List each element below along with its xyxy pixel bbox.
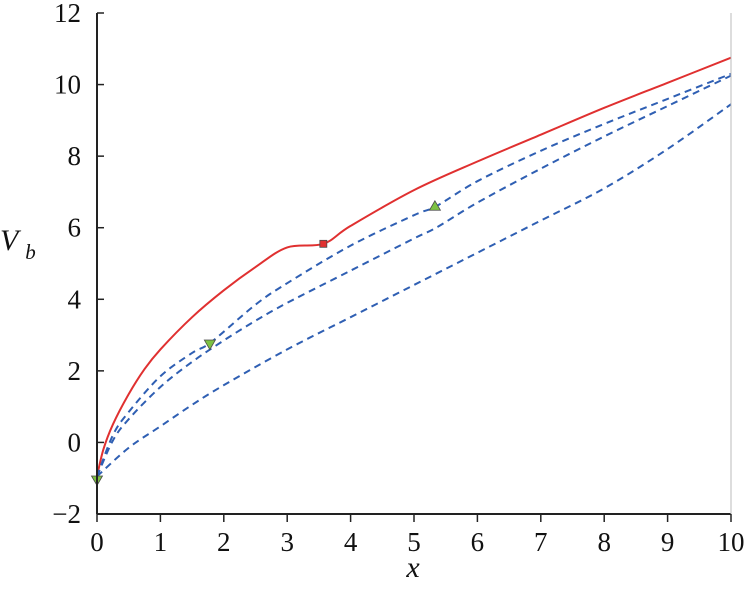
y-tick-label: 8 [68, 141, 82, 171]
x-tick-label: 5 [407, 527, 421, 557]
triangle-up-marker-2 [428, 199, 442, 211]
y-axis-title: V b [0, 224, 36, 264]
dashed-series-line-3 [96, 103, 732, 478]
solid-series-line-0 [96, 56, 732, 477]
x-tick-label: 6 [471, 527, 485, 557]
triangle-down-marker-1 [203, 339, 217, 351]
y-tick-label: 12 [54, 0, 81, 28]
x-axis-title: x [405, 551, 420, 584]
series-layer [96, 56, 732, 478]
labels-layer: x V b [0, 224, 420, 584]
x-tick-label: 4 [344, 527, 358, 557]
y-tick-label: 10 [54, 70, 81, 100]
x-tick-label: 7 [534, 527, 548, 557]
dashed-series-line-1 [96, 72, 732, 477]
x-tick-label: 8 [597, 527, 611, 557]
x-tick-label: 10 [718, 527, 745, 557]
y-axis-title-subscript: b [25, 240, 36, 264]
marker-layer [90, 199, 442, 487]
square-marker-3 [319, 239, 328, 248]
y-tick-label: 0 [68, 427, 82, 457]
y-tick-label: −2 [52, 499, 81, 529]
dashed-series-line-2 [96, 74, 732, 477]
y-tick-label: 4 [68, 284, 82, 314]
y-tick-label: 2 [68, 356, 82, 386]
x-tick-label: 0 [90, 527, 104, 557]
x-tick-label: 1 [154, 527, 168, 557]
y-axis-title-main: V [0, 224, 22, 257]
x-tick-label: 9 [661, 527, 675, 557]
x-tick-label: 3 [280, 527, 294, 557]
x-tick-label: 2 [217, 527, 231, 557]
y-tick-label: 6 [68, 213, 82, 243]
